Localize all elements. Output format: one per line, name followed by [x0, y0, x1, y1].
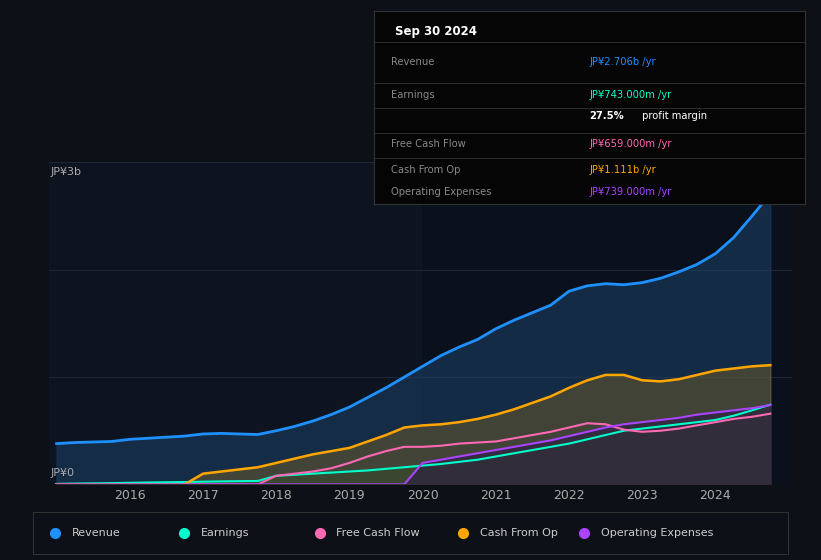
Text: Revenue: Revenue: [391, 57, 434, 67]
Text: JP¥0: JP¥0: [51, 468, 75, 478]
Text: profit margin: profit margin: [639, 111, 707, 122]
Text: Cash From Op: Cash From Op: [391, 165, 461, 175]
Text: Sep 30 2024: Sep 30 2024: [395, 25, 477, 38]
Text: JP¥739.000m /yr: JP¥739.000m /yr: [589, 187, 672, 197]
Text: 27.5%: 27.5%: [589, 111, 624, 122]
Bar: [423, 162, 792, 484]
Text: Operating Expenses: Operating Expenses: [601, 529, 713, 538]
Text: Earnings: Earnings: [200, 529, 249, 538]
Text: Free Cash Flow: Free Cash Flow: [337, 529, 420, 538]
Text: JP¥2.706b /yr: JP¥2.706b /yr: [589, 57, 656, 67]
Text: Operating Expenses: Operating Expenses: [391, 187, 491, 197]
Text: Revenue: Revenue: [72, 529, 121, 538]
Text: JP¥3b: JP¥3b: [51, 167, 82, 177]
Text: JP¥659.000m /yr: JP¥659.000m /yr: [589, 138, 672, 148]
Text: JP¥743.000m /yr: JP¥743.000m /yr: [589, 90, 672, 100]
Text: Free Cash Flow: Free Cash Flow: [391, 138, 466, 148]
Text: Earnings: Earnings: [391, 90, 434, 100]
Text: Cash From Op: Cash From Op: [480, 529, 557, 538]
Text: JP¥1.111b /yr: JP¥1.111b /yr: [589, 165, 656, 175]
